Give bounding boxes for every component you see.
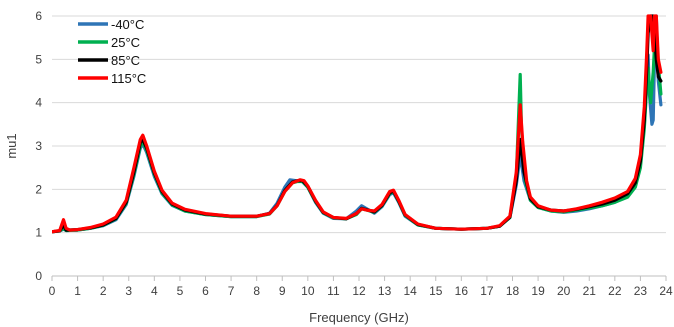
y-tick-label: 2 <box>35 182 42 196</box>
x-tick-label: 12 <box>352 284 366 298</box>
x-tick-label: 7 <box>228 284 235 298</box>
series-line-3 <box>52 14 663 234</box>
x-tick-label: 13 <box>378 284 392 298</box>
legend-label: -40°C <box>111 17 144 32</box>
gridlines <box>52 15 666 277</box>
x-tick-label: 18 <box>506 284 520 298</box>
x-tick-label: 9 <box>279 284 286 298</box>
legend-label: 85°C <box>111 53 140 68</box>
y-tick-label: 3 <box>35 139 42 153</box>
y-tick-label: 0 <box>35 269 42 283</box>
legend: -40°C 25°C 85°C 115°C <box>78 17 146 86</box>
x-tick-label: 14 <box>403 284 417 298</box>
series-lines <box>52 14 663 234</box>
x-tick-label: 3 <box>125 284 132 298</box>
series-line-1 <box>52 14 663 234</box>
x-tick-label: 23 <box>634 284 648 298</box>
x-tick-label: 11 <box>327 284 340 298</box>
series-line-2 <box>52 23 663 234</box>
series-line-4 <box>52 14 663 234</box>
x-tick-label: 17 <box>480 284 494 298</box>
x-tick-label: 20 <box>557 284 571 298</box>
x-tick-label: 15 <box>429 284 443 298</box>
y-tick-label: 5 <box>35 52 42 66</box>
y-tick-label: 1 <box>35 226 42 240</box>
x-tick-label: 16 <box>455 284 469 298</box>
x-tick-label: 21 <box>583 284 597 298</box>
legend-label: 115°C <box>111 71 146 86</box>
y-axis-label: mu1 <box>4 133 19 158</box>
x-tick-label: 19 <box>531 284 545 298</box>
y-tick-label: 6 <box>35 9 42 23</box>
x-tick-label: 8 <box>253 284 260 298</box>
x-tick-label: 2 <box>100 284 107 298</box>
x-tick-label: 1 <box>74 284 81 298</box>
x-tick-label: 6 <box>202 284 209 298</box>
x-tick-label: 22 <box>608 284 622 298</box>
x-tick-label: 4 <box>151 284 158 298</box>
x-tick-label: 24 <box>659 284 673 298</box>
x-tick-label: 0 <box>49 284 56 298</box>
x-axis-label: Frequency (GHz) <box>309 310 409 325</box>
legend-label: 25°C <box>111 35 140 50</box>
y-tick-label: 4 <box>35 96 42 110</box>
x-tick-label: 10 <box>301 284 315 298</box>
x-tick-label: 5 <box>177 284 184 298</box>
